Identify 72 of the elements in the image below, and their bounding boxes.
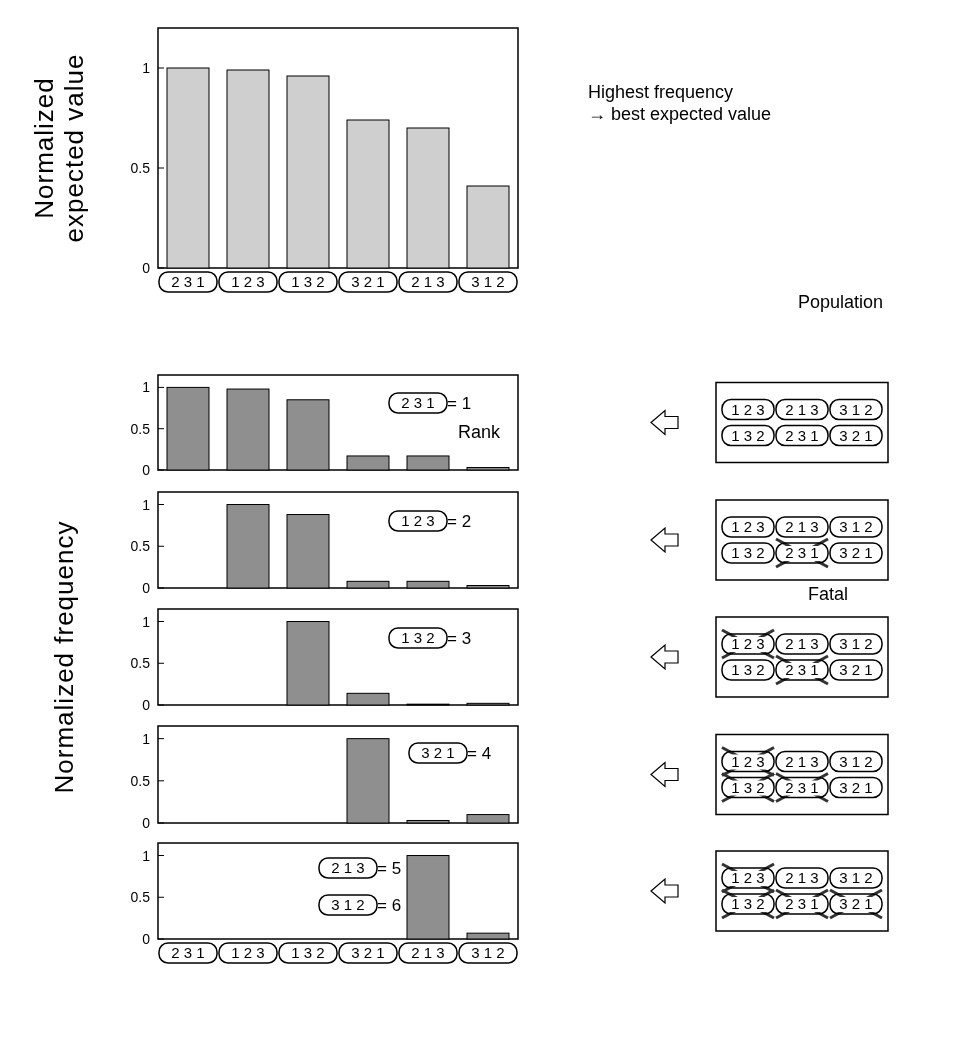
x-tick-label: 2 1 3 <box>411 944 445 961</box>
category-label: 2 3 1 <box>785 778 819 796</box>
text: Population <box>798 292 884 312</box>
annotation: 2 1 3 = 5 <box>331 859 402 878</box>
category-label: 1 3 2 <box>731 544 765 561</box>
x-tick-label: 2 1 3 <box>411 273 445 290</box>
x-tick-label: 1 3 2 <box>291 273 325 290</box>
text: Highest frequency → best expected value <box>588 82 772 124</box>
annotation: 1 3 2 = 3 <box>401 629 472 648</box>
annotation: 3 1 2 = 6 <box>331 896 402 915</box>
annotation: 1 2 3 = 2 <box>401 512 472 531</box>
category-label: 3 1 2 <box>839 400 873 418</box>
y-tick-label: 1 <box>142 379 151 396</box>
x-tick-label: 2 3 1 <box>171 944 205 961</box>
category-label: 3 1 2 <box>839 635 873 652</box>
x-tick-label: 1 2 3 <box>231 944 265 961</box>
annotation: 2 3 1 = 1 <box>401 394 472 413</box>
x-tick-label: 3 2 1 <box>351 944 385 961</box>
y-tick-label: 1 <box>142 496 151 513</box>
y-tick-label: 0.5 <box>130 889 151 906</box>
category-label: 1 3 2 <box>731 426 765 444</box>
y-tick-label: 0.5 <box>130 772 151 789</box>
y-tick-label: 0.5 <box>130 160 151 176</box>
y-tick-label: 0.5 <box>130 655 151 672</box>
y-tick-label: 0 <box>142 462 151 478</box>
y-axis-title: Normalized frequency <box>49 520 79 794</box>
category-label: 1 2 3 <box>731 752 765 770</box>
y-tick-label: 0 <box>142 815 151 831</box>
y-tick-label: 1 <box>142 613 151 630</box>
annotation: Rank <box>458 422 502 442</box>
category-label: 2 3 1 <box>785 544 819 561</box>
category-label: 2 1 3 <box>785 869 819 886</box>
x-tick-label: 3 1 2 <box>471 944 505 961</box>
text: Fatal <box>808 584 849 604</box>
category-label: 2 1 3 <box>785 752 819 770</box>
category-label: 2 3 1 <box>785 661 819 678</box>
category-label: 3 2 1 <box>839 544 873 561</box>
y-tick-label: 0 <box>142 697 151 713</box>
y-tick-label: 0.5 <box>130 420 151 437</box>
category-label: 1 3 2 <box>731 661 765 678</box>
category-label: 1 2 3 <box>731 518 765 535</box>
category-label: 3 2 1 <box>839 661 873 678</box>
y-tick-label: 0.5 <box>130 538 151 555</box>
category-label: 1 3 2 <box>731 778 765 796</box>
category-label: 3 1 2 <box>839 518 873 535</box>
category-label: 3 2 1 <box>839 895 873 912</box>
category-label: 2 3 1 <box>785 426 819 444</box>
y-tick-label: 1 <box>142 847 151 864</box>
category-label: 2 1 3 <box>785 518 819 535</box>
x-tick-label: 1 2 3 <box>231 273 265 290</box>
category-label: 2 3 1 <box>785 895 819 912</box>
category-label: 3 1 2 <box>839 869 873 886</box>
category-label: 3 2 1 <box>839 426 873 444</box>
category-label: 1 2 3 <box>731 635 765 652</box>
y-tick-label: 0 <box>142 260 151 276</box>
x-tick-label: 3 2 1 <box>351 273 385 290</box>
y-tick-label: 1 <box>142 60 151 76</box>
annotation: 3 2 1 = 4 <box>421 744 492 763</box>
category-label: 3 2 1 <box>839 778 873 796</box>
x-tick-label: 2 3 1 <box>171 273 205 290</box>
y-axis-title: Normalized expected value <box>29 53 89 243</box>
category-label: 1 3 2 <box>731 895 765 912</box>
y-tick-label: 0 <box>142 580 151 596</box>
category-label: 2 1 3 <box>785 400 819 418</box>
y-tick-label: 1 <box>142 730 151 747</box>
category-label: 1 2 3 <box>731 400 765 418</box>
category-label: 2 1 3 <box>785 635 819 652</box>
x-tick-label: 1 3 2 <box>291 944 325 961</box>
x-tick-label: 3 1 2 <box>471 273 505 290</box>
category-label: 3 1 2 <box>839 752 873 770</box>
category-label: 1 2 3 <box>731 869 765 886</box>
y-tick-label: 0 <box>142 931 151 947</box>
